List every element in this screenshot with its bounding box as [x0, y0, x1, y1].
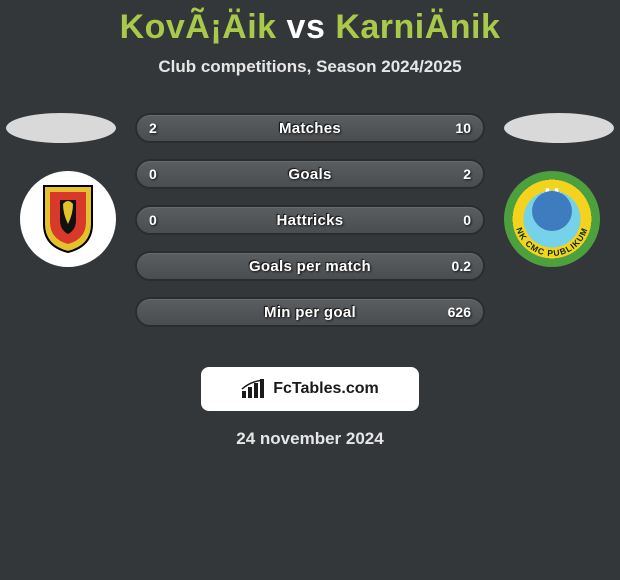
- stat-label: Hattricks: [137, 207, 483, 233]
- club-crest-left: [20, 171, 116, 267]
- player1-name: KovÃ¡Äik: [120, 8, 277, 46]
- stat-label: Goals: [137, 161, 483, 187]
- player1-photo-placeholder: [6, 113, 116, 143]
- player2-photo-placeholder: [504, 113, 614, 143]
- comparison-area: NK CMC PUBLIKUM 2 Matches 10 0 Goals 2 0…: [0, 113, 620, 353]
- stat-row: 0 Goals 2: [135, 159, 485, 189]
- stat-right-value: 0.2: [440, 253, 483, 279]
- crest-ring-text: NK CMC PUBLIKUM: [504, 171, 600, 267]
- stat-right-value: 626: [436, 299, 483, 325]
- subtitle: Club competitions, Season 2024/2025: [0, 57, 620, 77]
- stat-right-value: 2: [451, 161, 483, 187]
- stat-label: Min per goal: [137, 299, 483, 325]
- club-crest-right: NK CMC PUBLIKUM: [504, 171, 600, 267]
- stat-right-value: 0: [451, 207, 483, 233]
- date-text: 24 november 2024: [0, 429, 620, 449]
- stat-right-value: 10: [443, 115, 483, 141]
- player2-name: KarniÄnik: [335, 8, 500, 46]
- stat-label: Matches: [137, 115, 483, 141]
- brand-box: FcTables.com: [201, 367, 419, 411]
- stat-row: 0 Hattricks 0: [135, 205, 485, 235]
- headline: KovÃ¡Äik vs KarniÄnik: [0, 0, 620, 47]
- vs-text: vs: [287, 8, 326, 46]
- infographic-root: KovÃ¡Äik vs KarniÄnik Club competitions,…: [0, 0, 620, 580]
- bar-chart-icon: [241, 379, 267, 399]
- stat-bars: 2 Matches 10 0 Goals 2 0 Hattricks 0 Goa…: [135, 113, 485, 343]
- stat-row: Goals per match 0.2: [135, 251, 485, 281]
- stat-label: Goals per match: [137, 253, 483, 279]
- shield-icon: [40, 184, 96, 254]
- stat-row: 2 Matches 10: [135, 113, 485, 143]
- svg-text:NK CMC PUBLIKUM: NK CMC PUBLIKUM: [514, 226, 589, 258]
- stat-row: Min per goal 626: [135, 297, 485, 327]
- brand-text: FcTables.com: [273, 380, 379, 398]
